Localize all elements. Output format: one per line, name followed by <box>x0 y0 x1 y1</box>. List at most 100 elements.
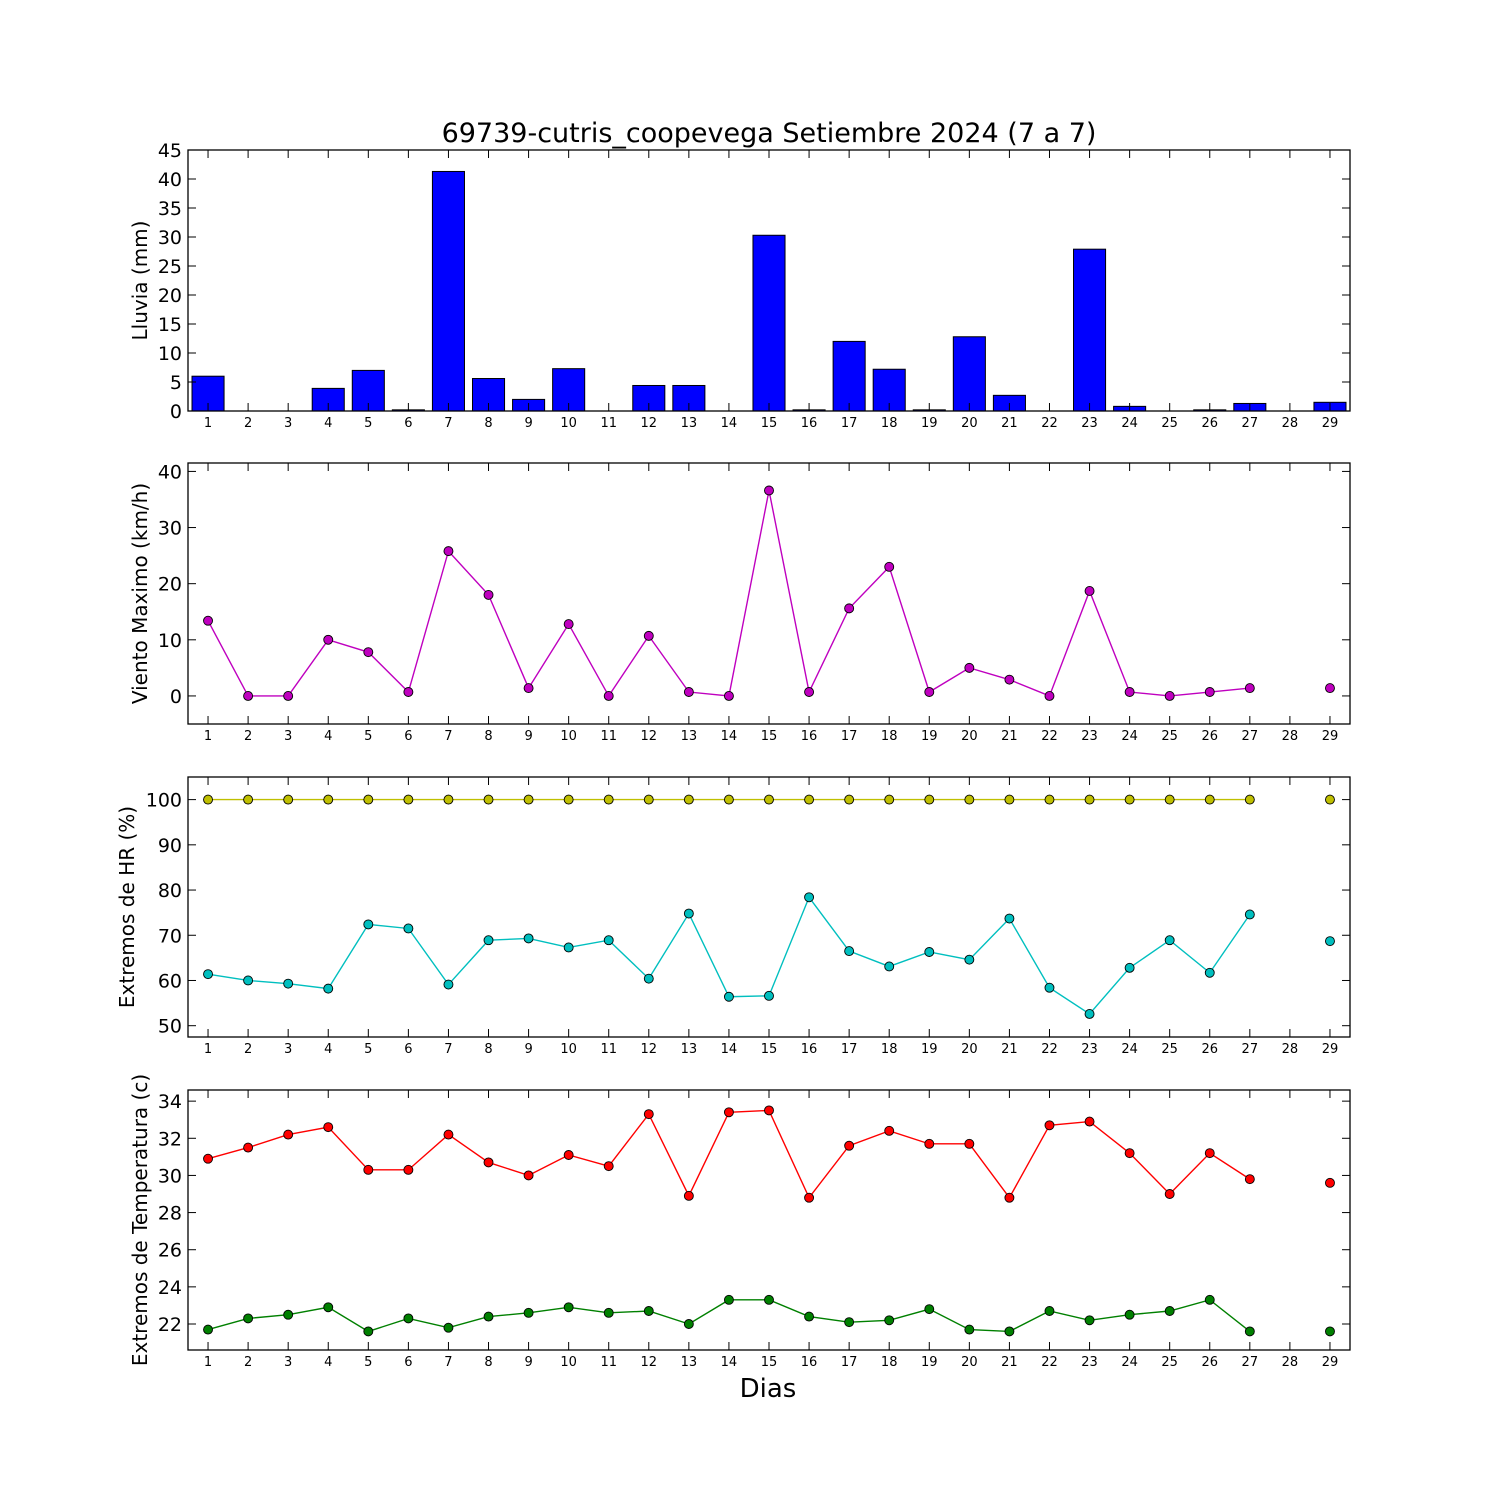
x-tick-label: 20 <box>961 729 978 744</box>
x-tick-label: 11 <box>600 729 617 744</box>
data-point <box>203 615 213 626</box>
x-tick-label: 8 <box>484 729 492 744</box>
x-tick-label: 25 <box>1161 1042 1178 1057</box>
data-point <box>443 794 454 805</box>
data-point <box>683 1190 694 1201</box>
x-tick-label: 29 <box>1322 416 1339 431</box>
data-point <box>1124 962 1135 973</box>
x-tick-label: 23 <box>1081 729 1098 744</box>
x-tick-label: 9 <box>524 729 532 744</box>
x-tick-label: 29 <box>1322 1042 1339 1057</box>
x-tick-label: 9 <box>524 1042 532 1057</box>
data-point <box>1244 909 1255 920</box>
data-point <box>243 794 254 805</box>
y-axis-label: Extremos de HR (%) <box>115 806 139 1008</box>
data-point <box>523 1307 534 1318</box>
data-point <box>363 1326 374 1337</box>
data-point <box>363 1164 374 1175</box>
data-point <box>1164 935 1175 946</box>
data-point <box>884 1315 895 1326</box>
x-tick-label: 21 <box>1001 729 1018 744</box>
x-tick-label: 5 <box>364 1355 372 1370</box>
x-tick-label: 28 <box>1282 1355 1299 1370</box>
x-tick-label: 29 <box>1322 729 1339 744</box>
x-tick-label: 25 <box>1161 416 1178 431</box>
x-tick-label: 13 <box>681 416 698 431</box>
x-tick-label: 12 <box>641 729 658 744</box>
y-tick-label: 100 <box>146 790 182 812</box>
data-point <box>523 933 534 944</box>
y-tick-label: 40 <box>158 461 182 483</box>
y-axis-label: Lluvia (mm) <box>128 221 152 341</box>
data-point <box>403 1313 414 1324</box>
x-tick-label: 11 <box>600 1042 617 1057</box>
data-point <box>1244 1326 1255 1337</box>
x-tick-label: 14 <box>721 729 738 744</box>
x-tick-label: 5 <box>364 729 372 744</box>
data-point <box>844 946 855 957</box>
data-point <box>1325 683 1335 694</box>
data-point <box>283 794 294 805</box>
x-tick-label: 8 <box>484 1355 492 1370</box>
x-tick-label: 4 <box>324 416 332 431</box>
y-tick-label: 22 <box>158 1314 182 1336</box>
data-point <box>443 979 454 990</box>
data-point <box>363 919 374 930</box>
x-tick-label: 18 <box>881 1355 898 1370</box>
x-tick-label: 22 <box>1041 416 1058 431</box>
x-axis-label: Dias <box>740 1374 797 1404</box>
x-tick-label: 19 <box>921 1042 938 1057</box>
x-tick-label: 14 <box>721 1355 738 1370</box>
data-point <box>1004 1326 1015 1337</box>
data-point <box>764 794 774 805</box>
x-tick-label: 15 <box>761 416 778 431</box>
x-tick-label: 21 <box>1001 416 1018 431</box>
data-point <box>844 1140 855 1151</box>
data-point <box>844 603 855 614</box>
data-point <box>1164 794 1175 805</box>
x-tick-label: 26 <box>1201 729 1218 744</box>
data-point <box>203 1324 213 1335</box>
data-point <box>1164 1189 1175 1199</box>
chart-title: 69739-cutris_coopevega Setiembre 2024 (7… <box>442 118 1097 149</box>
data-point <box>443 1129 454 1140</box>
data-point <box>1204 967 1215 978</box>
y-tick-label: 28 <box>158 1203 182 1225</box>
y-tick-label: 80 <box>158 880 182 902</box>
y-tick-label: 5 <box>170 372 182 394</box>
data-point <box>203 794 213 805</box>
x-tick-label: 2 <box>244 416 252 431</box>
x-tick-label: 8 <box>484 416 492 431</box>
x-tick-label: 27 <box>1242 416 1259 431</box>
x-tick-label: 8 <box>484 1042 492 1057</box>
x-tick-label: 20 <box>961 1042 978 1057</box>
x-tick-label: 9 <box>524 416 532 431</box>
x-tick-label: 1 <box>204 416 212 431</box>
x-tick-label: 14 <box>721 1042 738 1057</box>
data-point <box>283 690 294 701</box>
x-tick-label: 10 <box>560 1042 577 1057</box>
data-point <box>1124 794 1135 805</box>
x-tick-label: 16 <box>801 729 818 744</box>
y-tick-label: 90 <box>158 835 182 857</box>
data-point <box>283 1309 294 1320</box>
data-point <box>643 1109 654 1120</box>
x-tick-label: 4 <box>324 1355 332 1370</box>
y-tick-label: 30 <box>158 227 182 249</box>
bar <box>431 170 465 412</box>
data-point <box>723 991 734 1002</box>
x-tick-label: 13 <box>681 1042 698 1057</box>
data-point <box>683 687 694 697</box>
x-tick-label: 22 <box>1041 1042 1058 1057</box>
data-point <box>764 1105 774 1116</box>
x-tick-label: 12 <box>641 1355 658 1370</box>
data-point <box>1084 1315 1095 1326</box>
data-point <box>523 1170 534 1181</box>
y-tick-label: 40 <box>158 169 182 191</box>
data-point <box>804 892 815 903</box>
y-tick-label: 50 <box>158 1016 182 1038</box>
data-point <box>403 1164 414 1175</box>
